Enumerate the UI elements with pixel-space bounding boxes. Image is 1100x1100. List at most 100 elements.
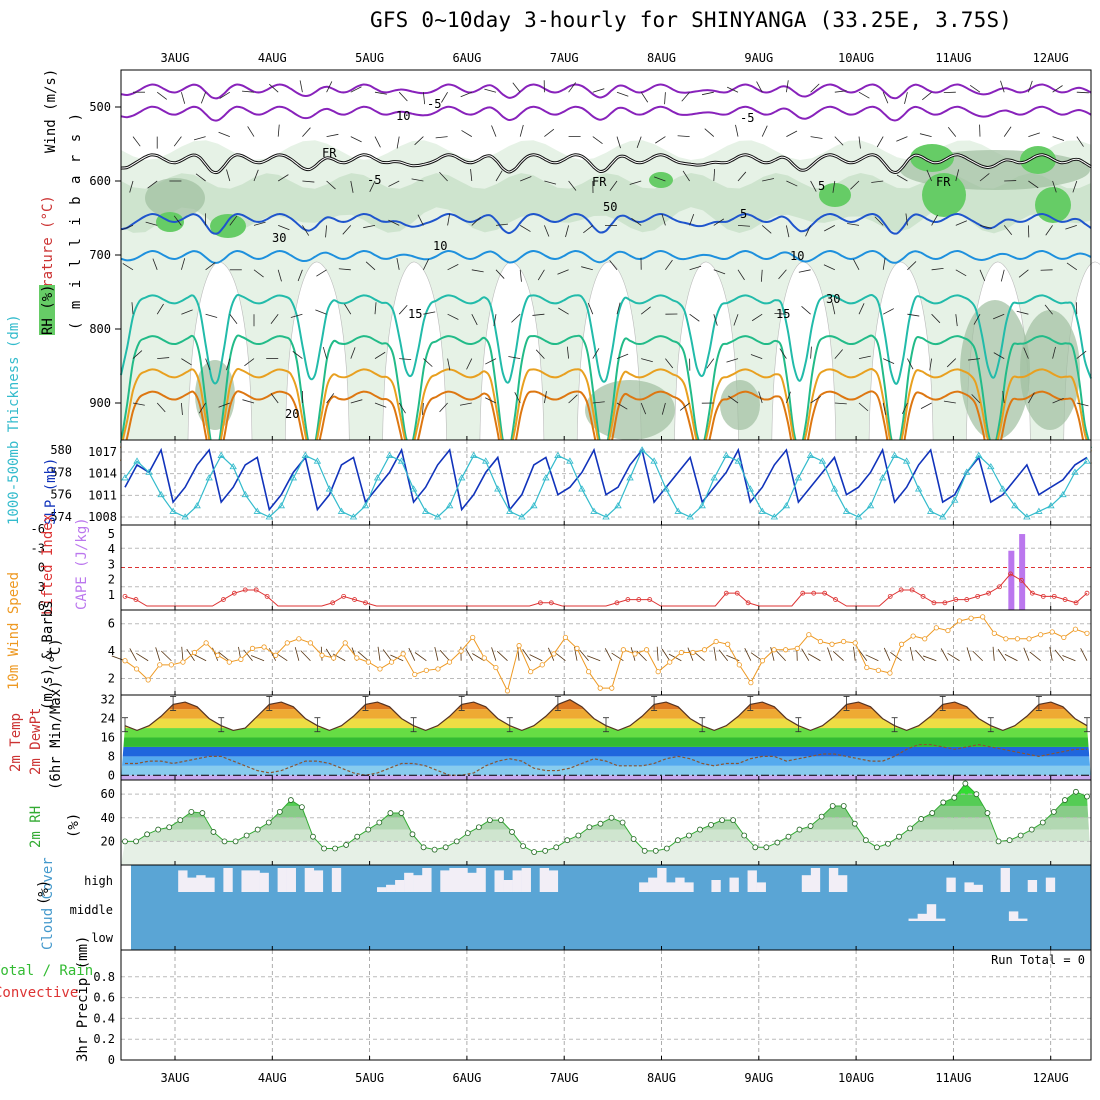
ylabel-barbs: (m/s) & Barbs (40, 600, 56, 710)
lifted-index-marker (953, 597, 959, 602)
rh-marker (973, 791, 980, 798)
wind-barb (226, 169, 231, 182)
wind-barb (1066, 262, 1078, 271)
wind-barb (883, 358, 895, 365)
wind-barb-10m (434, 646, 439, 661)
contour-label: 30 (826, 292, 840, 306)
rh-marker (1039, 819, 1046, 826)
wind-barb (713, 169, 716, 182)
rh-marker (343, 842, 350, 848)
wind-barb (290, 313, 303, 318)
day-label-bottom: 5AUG (355, 1071, 384, 1085)
rh-marker (885, 840, 891, 847)
rh-marker (520, 843, 526, 850)
cloud-bar-high (729, 877, 739, 892)
rh-band (121, 829, 1091, 842)
rh-marker (1050, 808, 1057, 815)
wind-barb (1028, 132, 1040, 137)
wind-barb (616, 136, 621, 149)
wind-barb-10m (496, 650, 508, 662)
rh-marker (708, 821, 714, 828)
wind-barb (758, 391, 763, 404)
wind-barb (342, 225, 352, 235)
wind-barb (882, 402, 887, 415)
cloud-bar-high (223, 868, 233, 892)
wind-barb (751, 313, 763, 322)
wind-barb (943, 400, 956, 404)
cloud-bar-high (747, 870, 757, 892)
wind-barb-10m (414, 652, 427, 662)
wind-barb (519, 124, 524, 137)
day-label-top: 9AUG (744, 51, 773, 65)
wind-barb (229, 313, 238, 325)
contour-label: -5 (427, 97, 441, 111)
wind-speed-marker (922, 636, 928, 642)
lifted-index-marker (122, 593, 128, 599)
wind-barb (181, 92, 186, 104)
wind-speed-marker (215, 652, 221, 658)
wind-barb (931, 214, 938, 226)
wind-barb-10m (718, 649, 729, 661)
thickness-marker (963, 468, 971, 475)
wind-barb-10m (808, 653, 821, 662)
wind-barb (374, 91, 387, 95)
lifted-index-marker (220, 597, 226, 602)
ylabel-wind-speed: 10m Wind Speed (6, 572, 22, 690)
wind-barb (850, 180, 860, 190)
lifted-index-marker (1019, 577, 1024, 583)
wind-speed-marker (493, 664, 499, 671)
wind-barb (969, 84, 981, 93)
wind-barb (689, 265, 702, 271)
thickness-marker (686, 513, 694, 520)
wind-barb (508, 356, 521, 359)
wind-barb (205, 358, 211, 370)
isotherm-10 (120, 249, 1092, 264)
cloud-bar-high (657, 868, 667, 892)
wind-barb (737, 171, 747, 182)
y-tick-label-left: 0 (38, 561, 45, 575)
rh-marker (409, 831, 416, 838)
rh-bright-patch (649, 172, 673, 188)
rh-band (121, 817, 1091, 830)
y-tick-label: 2 (108, 672, 115, 686)
cloud-bar-high (331, 868, 342, 892)
rh-bright-patch (922, 173, 966, 217)
wind-barb (874, 216, 884, 226)
wind-barb (992, 313, 1005, 320)
thickness-marker (806, 451, 815, 458)
wind-barb (152, 258, 158, 270)
rh-marker (1028, 826, 1035, 833)
wind-barb (762, 178, 775, 182)
wind-barb (519, 269, 522, 282)
wind-barb (423, 358, 433, 367)
rh-marker (1084, 793, 1090, 800)
y-tick-label-left: 580 (50, 443, 72, 457)
rh-marker (918, 816, 925, 822)
wind-barb (557, 269, 569, 275)
rh-marker (265, 819, 272, 826)
lifted-index-marker (1073, 600, 1079, 606)
wind-barb (587, 302, 594, 315)
cloud-bar-middle (908, 918, 918, 921)
thickness-marker (301, 451, 310, 458)
lifted-index-marker (975, 593, 981, 599)
wind-barb (322, 346, 327, 359)
wind-speed-marker (736, 662, 742, 668)
wind-barb-10m (972, 650, 983, 662)
lifted-index-marker (734, 590, 740, 596)
contour-label: 10 (396, 109, 410, 123)
wind-barb (369, 180, 376, 192)
wind-barb (726, 358, 739, 363)
lifted-index-marker (538, 600, 543, 606)
thickness-marker (253, 507, 261, 514)
wind-barb (640, 402, 647, 415)
wind-barb (631, 218, 642, 226)
temp-minmax-bar (410, 717, 417, 733)
wind-barb-10m (332, 653, 346, 662)
rh-marker (564, 837, 571, 844)
day-label-top: 3AUG (161, 51, 190, 65)
wind-speed-marker (481, 655, 487, 661)
rh-marker (951, 794, 958, 801)
rh-marker (1006, 837, 1013, 844)
wind-speed-marker (1038, 632, 1044, 638)
